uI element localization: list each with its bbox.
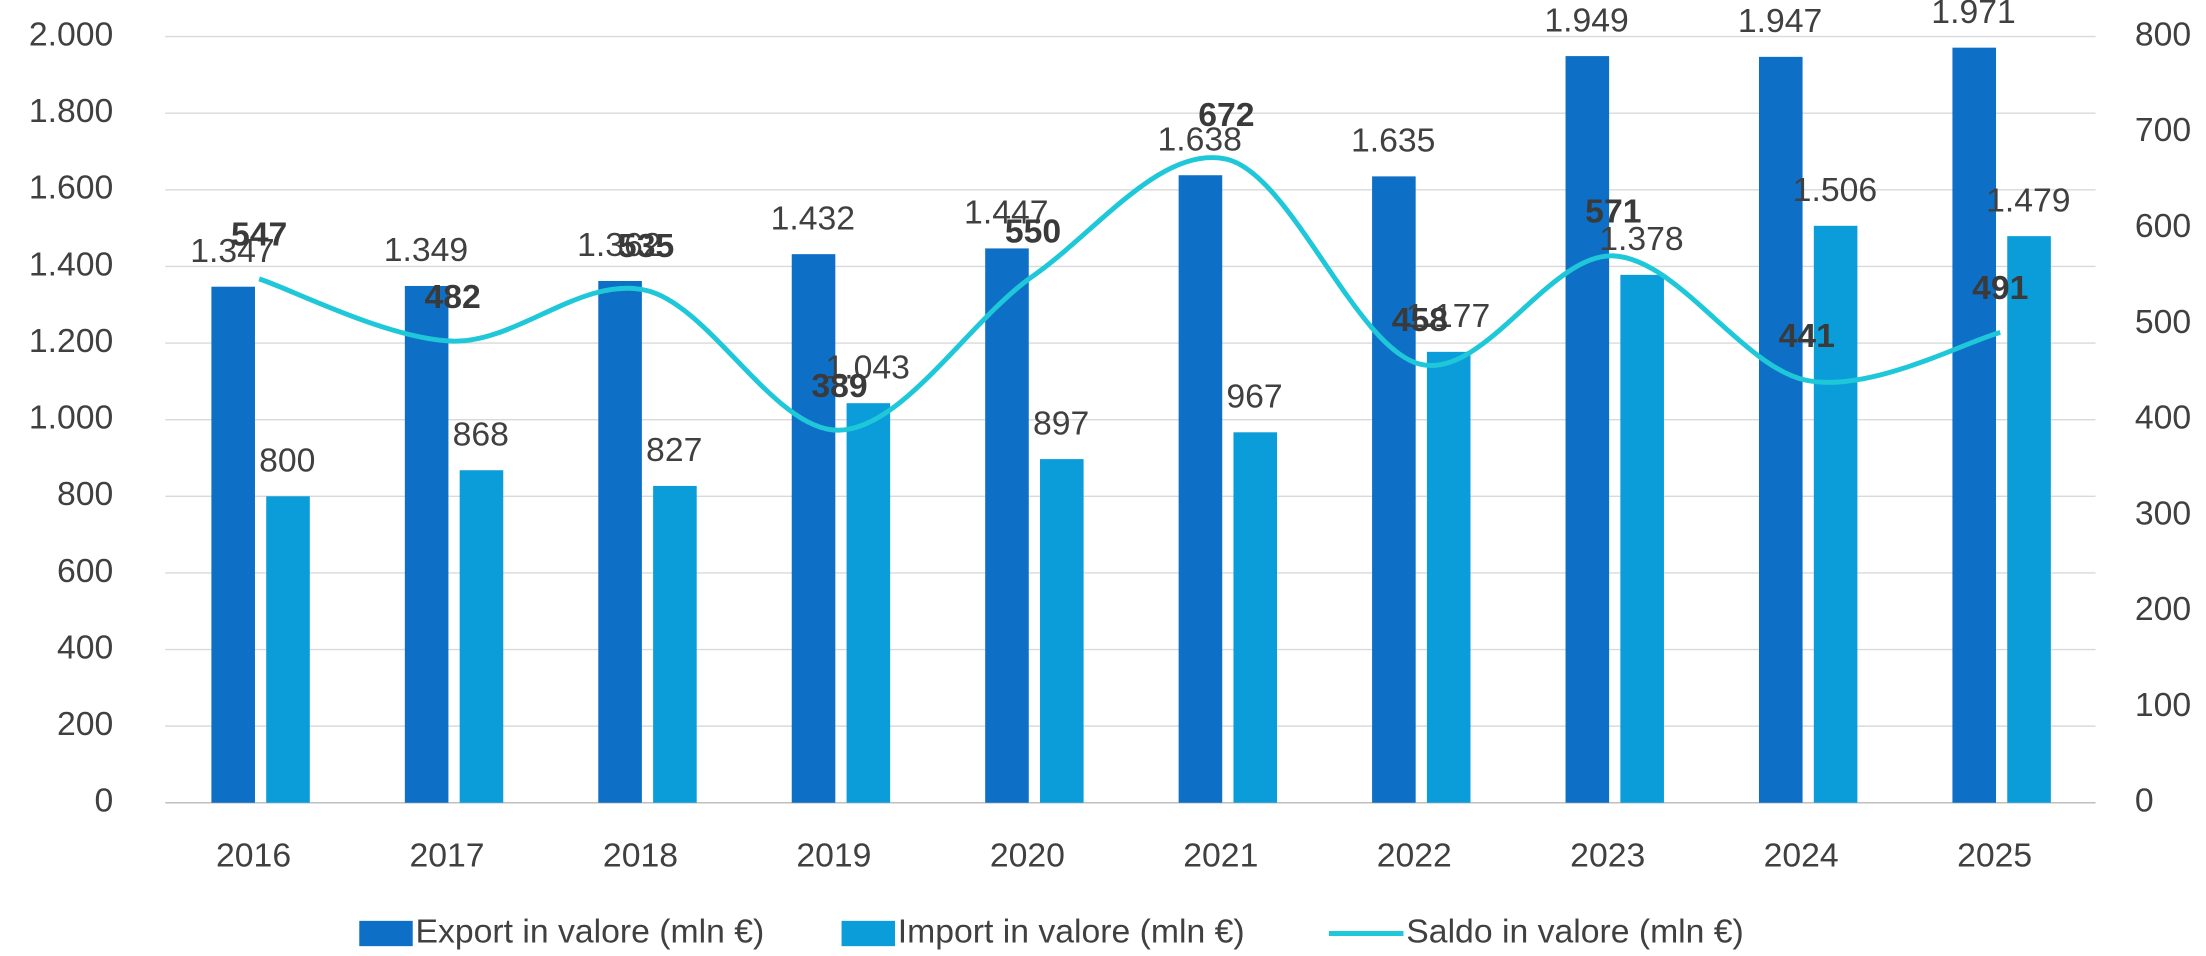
x-tick-label: 2020 — [990, 836, 1065, 874]
y2-tick-label: 400 — [2135, 399, 2191, 437]
y2-tick-label: 100 — [2135, 686, 2191, 724]
y-tick-label: 200 — [57, 705, 113, 743]
data-label: 547 — [231, 216, 287, 254]
data-label: 571 — [1585, 193, 1641, 231]
legend-label: Export in valore (mln €) — [416, 912, 765, 950]
x-tick-label: 2019 — [796, 836, 871, 874]
data-label: 897 — [1033, 404, 1089, 442]
data-label: 458 — [1392, 301, 1448, 339]
x-tick-label: 2022 — [1377, 836, 1452, 874]
bar — [2007, 236, 2051, 803]
y-tick-label: 1.400 — [29, 245, 113, 283]
bar — [266, 496, 310, 803]
data-label: 482 — [424, 278, 480, 316]
bar — [404, 285, 449, 803]
bar — [846, 403, 891, 803]
y-tick-label: 1.800 — [29, 92, 113, 130]
x-tick-label: 2018 — [603, 836, 678, 874]
bar — [985, 248, 1029, 803]
x-tick-label: 2021 — [1183, 836, 1258, 874]
bar — [1620, 274, 1664, 803]
data-label: 550 — [1005, 213, 1061, 251]
legend-label: Saldo in valore (mln €) — [1406, 912, 1743, 950]
data-label: 1.506 — [1793, 171, 1877, 209]
data-label: 967 — [1226, 377, 1282, 415]
data-label: 491 — [1972, 269, 2028, 307]
data-label: 1.349 — [384, 231, 468, 269]
bar — [1758, 56, 1803, 803]
y-tick-label: 400 — [57, 628, 113, 666]
data-label: 1.479 — [1986, 181, 2070, 219]
y-tick-label: 600 — [57, 552, 113, 590]
bar — [598, 280, 642, 803]
y2-tick-label: 200 — [2135, 590, 2191, 628]
y2-tick-label: 300 — [2135, 494, 2191, 532]
data-label: 1.378 — [1599, 220, 1683, 258]
x-tick-label: 2016 — [216, 836, 291, 874]
line — [258, 155, 2001, 433]
data-label: 1.447 — [964, 194, 1048, 232]
bar — [459, 470, 504, 803]
bar — [211, 286, 255, 803]
data-label: 1.947 — [1738, 2, 1822, 40]
y-tick-label: 1.600 — [29, 169, 113, 207]
data-label: 1.971 — [1931, 0, 2015, 31]
y2-tick-label: 700 — [2135, 111, 2191, 149]
data-label: 1.043 — [825, 348, 909, 386]
y-tick-label: 0 — [94, 782, 113, 820]
bar — [791, 254, 836, 803]
x-tick-label: 2024 — [1764, 836, 1839, 874]
y2-tick-label: 800 — [2135, 15, 2191, 53]
y2-tick-label: 0 — [2135, 782, 2154, 820]
data-label: 1.432 — [771, 199, 855, 237]
y2-tick-label: 500 — [2135, 303, 2191, 341]
bar — [1565, 56, 1610, 803]
x-tick-label: 2023 — [1570, 836, 1645, 874]
y-tick-label: 800 — [57, 475, 113, 513]
data-label: 1.177 — [1406, 297, 1490, 335]
y-tick-label: 2.000 — [29, 15, 113, 53]
data-label: 1.949 — [1544, 1, 1628, 39]
y-tick-label: 1.200 — [29, 322, 113, 360]
legend-swatch — [841, 920, 895, 947]
data-label: 535 — [618, 227, 674, 265]
bar — [1040, 459, 1084, 803]
bar — [1952, 47, 1997, 803]
data-label: 800 — [259, 441, 315, 479]
data-label: 672 — [1198, 96, 1254, 134]
x-tick-label: 2025 — [1957, 836, 2032, 874]
x-tick-label: 2017 — [409, 836, 484, 874]
bar — [1426, 351, 1471, 803]
bar — [1178, 175, 1223, 803]
y-tick-label: 1.000 — [29, 399, 113, 437]
bar — [653, 485, 697, 803]
bar — [1813, 225, 1858, 803]
data-label: 389 — [811, 367, 867, 405]
bar — [1233, 432, 1278, 803]
data-label: 441 — [1779, 317, 1835, 355]
data-label: 1.638 — [1158, 120, 1242, 158]
data-label: 1.347 — [190, 232, 274, 270]
data-label: 1.362 — [577, 226, 661, 264]
data-label: 1.635 — [1351, 122, 1435, 160]
bar — [1372, 176, 1416, 803]
y2-tick-label: 600 — [2135, 207, 2191, 245]
data-label: 827 — [646, 431, 702, 469]
legend-label: Import in valore (mln €) — [898, 912, 1245, 950]
legend-swatch — [359, 920, 413, 947]
data-label: 868 — [453, 415, 509, 453]
